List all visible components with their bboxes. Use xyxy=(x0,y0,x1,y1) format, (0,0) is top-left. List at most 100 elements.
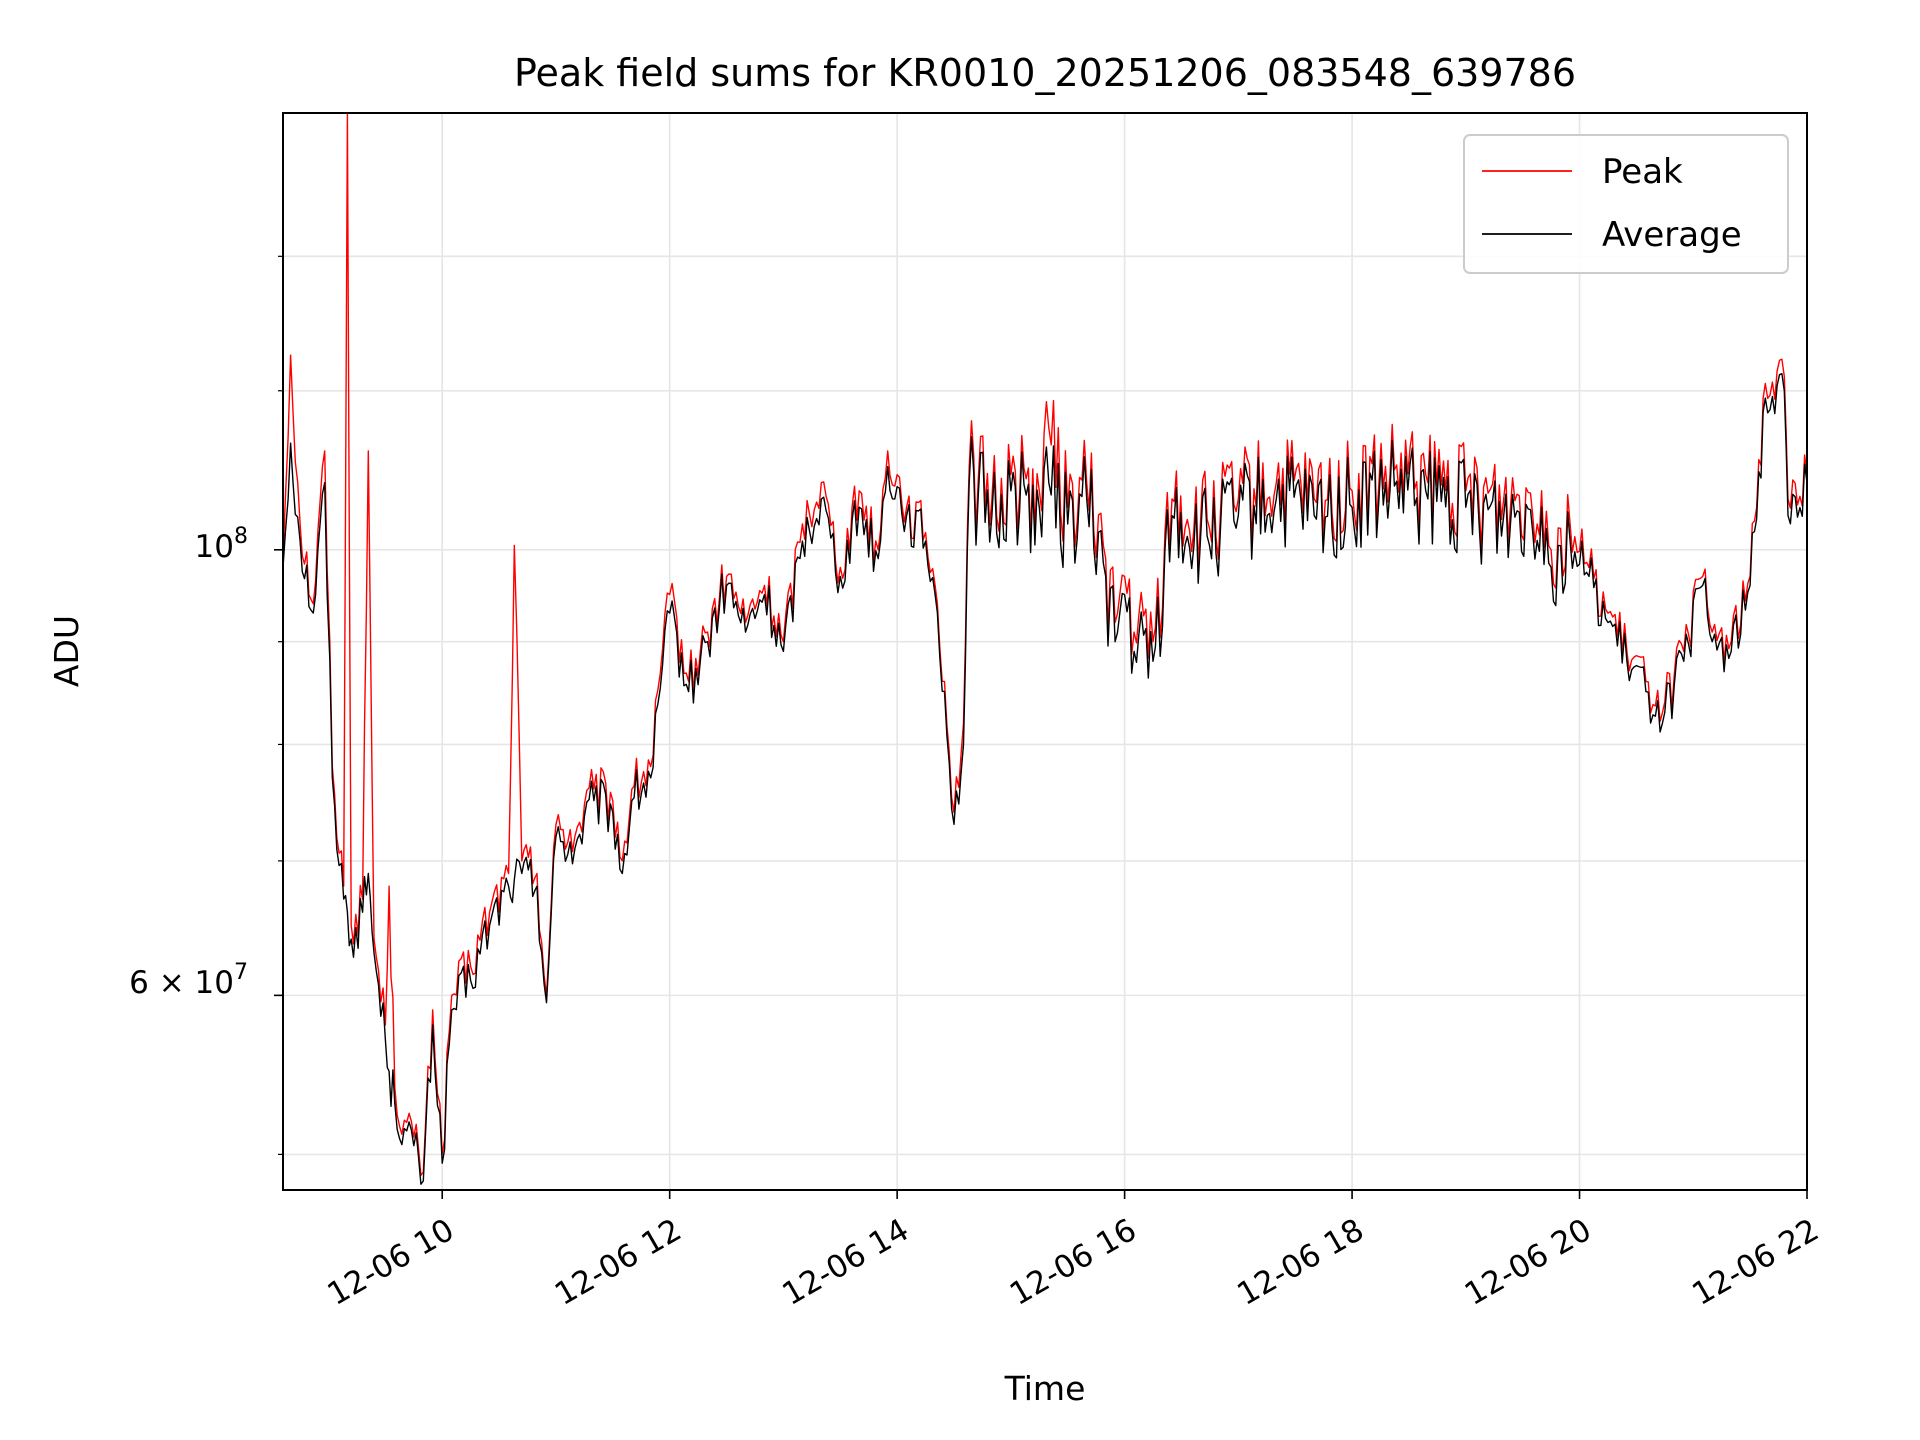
data-point-peak xyxy=(706,631,709,634)
data-point-peak xyxy=(441,1153,444,1156)
data-point-average xyxy=(393,1102,396,1105)
data-point-average xyxy=(384,1039,387,1042)
data-point-average xyxy=(1123,593,1126,596)
data-point-peak xyxy=(1313,497,1316,500)
data-point-average xyxy=(536,885,539,888)
data-point-average xyxy=(763,593,766,596)
data-point-peak xyxy=(372,938,375,941)
data-point-peak xyxy=(1351,489,1354,492)
data-point-peak xyxy=(450,994,453,997)
data-point-average xyxy=(1066,523,1069,526)
x-axis-label: Time xyxy=(1004,1369,1086,1408)
data-point-average xyxy=(962,743,965,746)
data-point-peak xyxy=(1199,523,1202,526)
data-point-average xyxy=(943,690,946,693)
data-point-peak xyxy=(1663,700,1666,703)
data-point-peak xyxy=(1502,497,1505,500)
data-point-average xyxy=(782,650,785,653)
data-point-peak xyxy=(1749,575,1752,578)
data-point-peak xyxy=(361,898,364,901)
data-point-peak xyxy=(1787,497,1790,500)
data-point-peak xyxy=(1047,426,1050,429)
data-point-peak xyxy=(1764,382,1767,385)
data-point-average xyxy=(1783,389,1786,392)
data-point-peak xyxy=(924,531,927,534)
data-point-average xyxy=(431,1023,434,1026)
data-point-peak xyxy=(592,788,595,791)
data-point-peak xyxy=(820,481,823,484)
data-point-peak xyxy=(1426,481,1429,484)
data-point-average xyxy=(687,690,690,693)
data-point-peak xyxy=(630,788,633,791)
data-point-average xyxy=(953,823,956,826)
data-point-peak xyxy=(839,566,842,569)
data-point-peak xyxy=(877,548,880,551)
data-point-average xyxy=(1171,514,1174,517)
data-point-peak xyxy=(1644,680,1647,683)
data-point-peak xyxy=(1009,473,1012,476)
data-point-peak xyxy=(1237,497,1240,500)
data-point-peak xyxy=(312,602,315,605)
data-point-peak xyxy=(1730,640,1733,643)
data-point-average xyxy=(990,514,993,517)
data-point-peak xyxy=(289,354,292,357)
data-point-average xyxy=(1701,584,1704,587)
data-point-average xyxy=(346,911,349,914)
data-point-peak xyxy=(1388,473,1391,476)
data-point-average xyxy=(554,835,557,838)
data-point-average xyxy=(1199,540,1202,543)
data-point-peak xyxy=(488,911,491,914)
data-point-average xyxy=(839,575,842,578)
data-point-peak xyxy=(384,1023,387,1026)
data-point-average xyxy=(1388,489,1391,492)
data-point-average xyxy=(725,584,728,587)
data-point-peak xyxy=(513,544,516,547)
data-point-peak xyxy=(1104,557,1107,560)
data-point-peak xyxy=(536,872,539,875)
data-point-peak xyxy=(990,497,993,500)
data-point-average xyxy=(1009,489,1012,492)
data-point-average xyxy=(469,979,472,982)
data-point-peak xyxy=(611,799,614,802)
data-point-average xyxy=(1764,397,1767,400)
data-point-average xyxy=(1682,660,1685,663)
data-point-peak xyxy=(403,1119,406,1122)
grid xyxy=(283,113,1808,1190)
data-point-peak xyxy=(1114,621,1117,624)
data-point-peak xyxy=(1123,575,1126,578)
data-point-average xyxy=(299,540,302,543)
data-point-peak xyxy=(968,465,971,468)
data-point-peak xyxy=(687,680,690,683)
data-point-peak xyxy=(1038,489,1041,492)
data-point-average xyxy=(372,951,375,954)
axes-frame xyxy=(282,112,1808,1191)
data-point-average xyxy=(668,612,671,615)
data-point-peak xyxy=(962,721,965,724)
data-point-average xyxy=(1569,540,1572,543)
data-point-average xyxy=(801,540,804,543)
chart-title: Peak field sums for KR0010_20251206_0835… xyxy=(514,51,1576,95)
data-point-peak xyxy=(1569,523,1572,526)
data-point-peak xyxy=(943,680,946,683)
data-point-peak xyxy=(763,584,766,587)
data-point-peak xyxy=(1783,375,1786,378)
legend: Peak Average xyxy=(1463,134,1789,274)
data-point-average xyxy=(706,640,709,643)
y-tick-label-1e8: 108 xyxy=(195,524,248,565)
data-point-average xyxy=(573,847,576,850)
data-point-average xyxy=(350,938,353,941)
data-point-average xyxy=(331,776,334,779)
legend-label-average: Average xyxy=(1602,215,1742,255)
data-point-average xyxy=(1047,481,1050,484)
data-point-peak xyxy=(649,765,652,768)
data-point-peak xyxy=(331,765,334,768)
data-point-average xyxy=(924,540,927,543)
data-point-peak xyxy=(573,835,576,838)
data-point-average xyxy=(1085,497,1088,500)
data-point-average xyxy=(886,465,889,468)
data-point-average xyxy=(877,557,880,560)
legend-label-peak: Peak xyxy=(1602,152,1683,192)
data-point-peak xyxy=(342,885,345,888)
data-point-average xyxy=(342,898,345,901)
data-point-average xyxy=(422,1179,425,1182)
